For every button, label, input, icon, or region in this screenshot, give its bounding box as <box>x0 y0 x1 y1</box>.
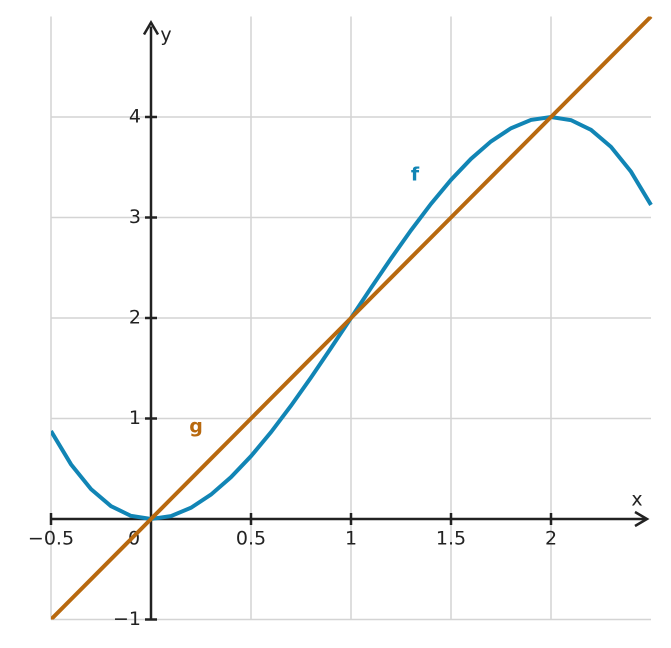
x-tick-label: 1 <box>345 528 357 550</box>
x-tick-label: 0.5 <box>236 528 266 550</box>
y-axis-label: y <box>160 24 171 46</box>
y-tick-label: 3 <box>129 206 141 228</box>
series-label: g <box>189 416 203 438</box>
series-label: f <box>411 164 420 186</box>
x-tick-label: 1.5 <box>436 528 466 550</box>
y-tick-label: −1 <box>113 608 141 630</box>
y-tick-label: 1 <box>129 407 141 429</box>
y-tick-label: 4 <box>129 106 141 128</box>
x-axis-arrow <box>634 510 650 528</box>
y-tick-label: 2 <box>129 307 141 329</box>
x-axis-label: x <box>631 489 642 511</box>
plot-area <box>51 16 653 620</box>
x-tick-label: 2 <box>545 528 557 550</box>
series-line <box>51 16 653 620</box>
y-axis-arrow <box>142 20 160 36</box>
x-tick-label: −0.5 <box>28 528 74 550</box>
